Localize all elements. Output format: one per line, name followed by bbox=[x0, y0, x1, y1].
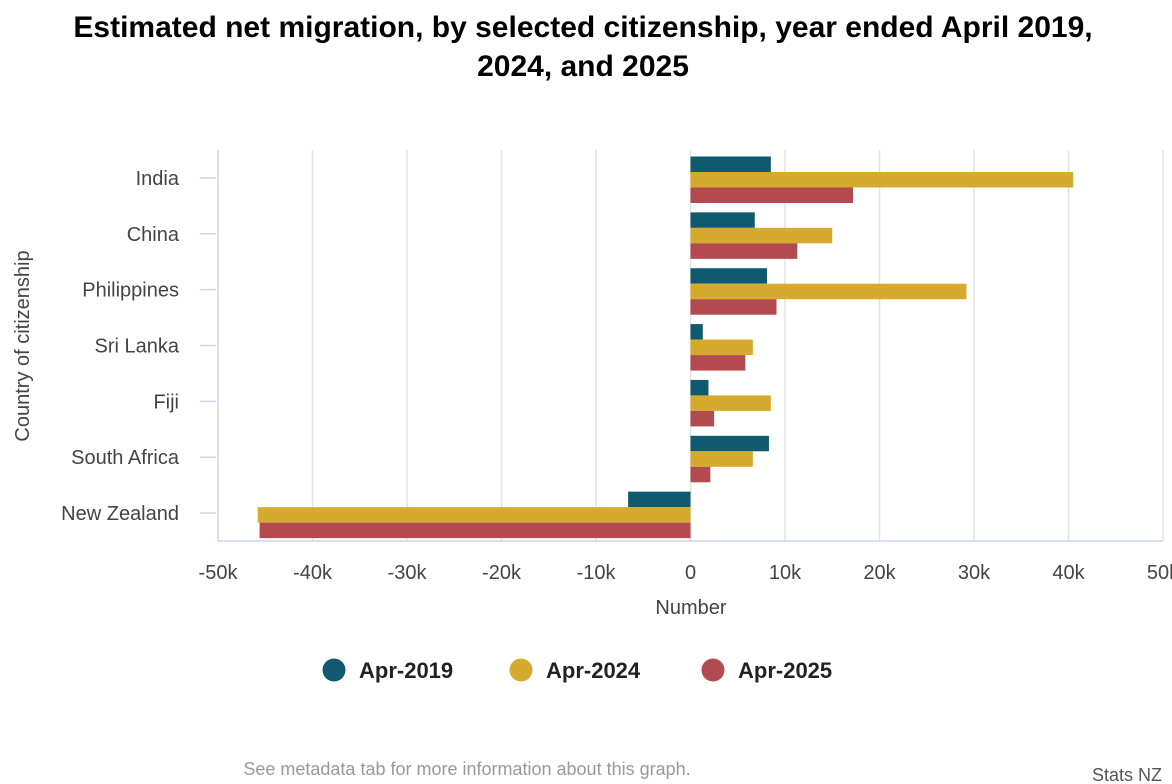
category-label: Sri Lanka bbox=[95, 336, 180, 358]
bar bbox=[690, 410, 715, 427]
bar bbox=[690, 339, 753, 356]
x-tick-label: -50k bbox=[199, 562, 239, 584]
x-tick-label: 50k bbox=[1147, 562, 1172, 584]
axes bbox=[200, 150, 1163, 542]
x-tick-label: -20k bbox=[482, 562, 522, 584]
category-label: Fiji bbox=[153, 391, 179, 413]
footer-credit: Stats NZ bbox=[1092, 765, 1162, 784]
category-label: Philippines bbox=[82, 280, 179, 302]
bar bbox=[690, 324, 703, 340]
bar bbox=[259, 522, 691, 539]
legend-item[interactable]: Apr-2019 bbox=[322, 658, 454, 683]
bar bbox=[690, 395, 771, 411]
category-label: South Africa bbox=[71, 447, 180, 469]
category-label: New Zealand bbox=[61, 503, 179, 525]
legend: Apr-2019 Apr-2024 Apr-2025 bbox=[322, 658, 833, 683]
chart-title: Estimated net migration, by selected cit… bbox=[73, 11, 1092, 83]
legend-label: Apr-2024 bbox=[546, 658, 641, 683]
category-label: China bbox=[127, 224, 180, 246]
bar bbox=[690, 466, 711, 483]
x-tick-label: 30k bbox=[958, 562, 991, 584]
legend-marker bbox=[322, 658, 346, 682]
bar bbox=[690, 435, 769, 452]
x-tick-labels: -50k -40k -30k -20k -10k 0 10k 20k 30k 40k 50k bbox=[199, 562, 1172, 584]
x-tick-label: -40k bbox=[293, 562, 333, 584]
legend-marker bbox=[509, 658, 533, 682]
bar bbox=[690, 172, 1074, 188]
legend-item[interactable]: Apr-2024 bbox=[509, 658, 641, 683]
x-tick-label: -30k bbox=[388, 562, 428, 584]
bar bbox=[690, 243, 798, 259]
bar bbox=[690, 156, 771, 172]
legend-label: Apr-2025 bbox=[738, 658, 832, 683]
bar bbox=[690, 355, 746, 371]
bar bbox=[690, 299, 777, 315]
category-labels: India China Philippines Sri Lanka Fiji South … bbox=[61, 168, 180, 525]
bar bbox=[690, 187, 854, 203]
x-axis-title: Number bbox=[655, 597, 726, 619]
y-axis-title: Country of citizenship bbox=[12, 250, 34, 441]
bar bbox=[690, 268, 768, 284]
bar bbox=[690, 212, 755, 228]
bars bbox=[257, 156, 1074, 539]
bar bbox=[690, 227, 833, 244]
legend-item[interactable]: Apr-2025 bbox=[701, 658, 833, 683]
bar bbox=[690, 451, 753, 467]
footer-note: See metadata tab for more information ab… bbox=[243, 759, 690, 779]
x-tick-label: -10k bbox=[577, 562, 617, 584]
legend-marker bbox=[701, 658, 725, 682]
bar bbox=[628, 491, 691, 508]
x-tick-label: 10k bbox=[769, 562, 802, 584]
category-label: India bbox=[136, 168, 180, 190]
bar bbox=[690, 283, 967, 300]
chart-title-line-2: 2024, and 2025 bbox=[477, 50, 689, 83]
x-tick-label: 40k bbox=[1052, 562, 1085, 584]
x-tick-label: 20k bbox=[863, 562, 896, 584]
chart-title-line-1: Estimated net migration, by selected cit… bbox=[73, 11, 1092, 44]
bar bbox=[690, 379, 709, 396]
legend-label: Apr-2019 bbox=[359, 658, 453, 683]
bar bbox=[257, 507, 691, 523]
x-tick-label: 0 bbox=[685, 562, 696, 584]
